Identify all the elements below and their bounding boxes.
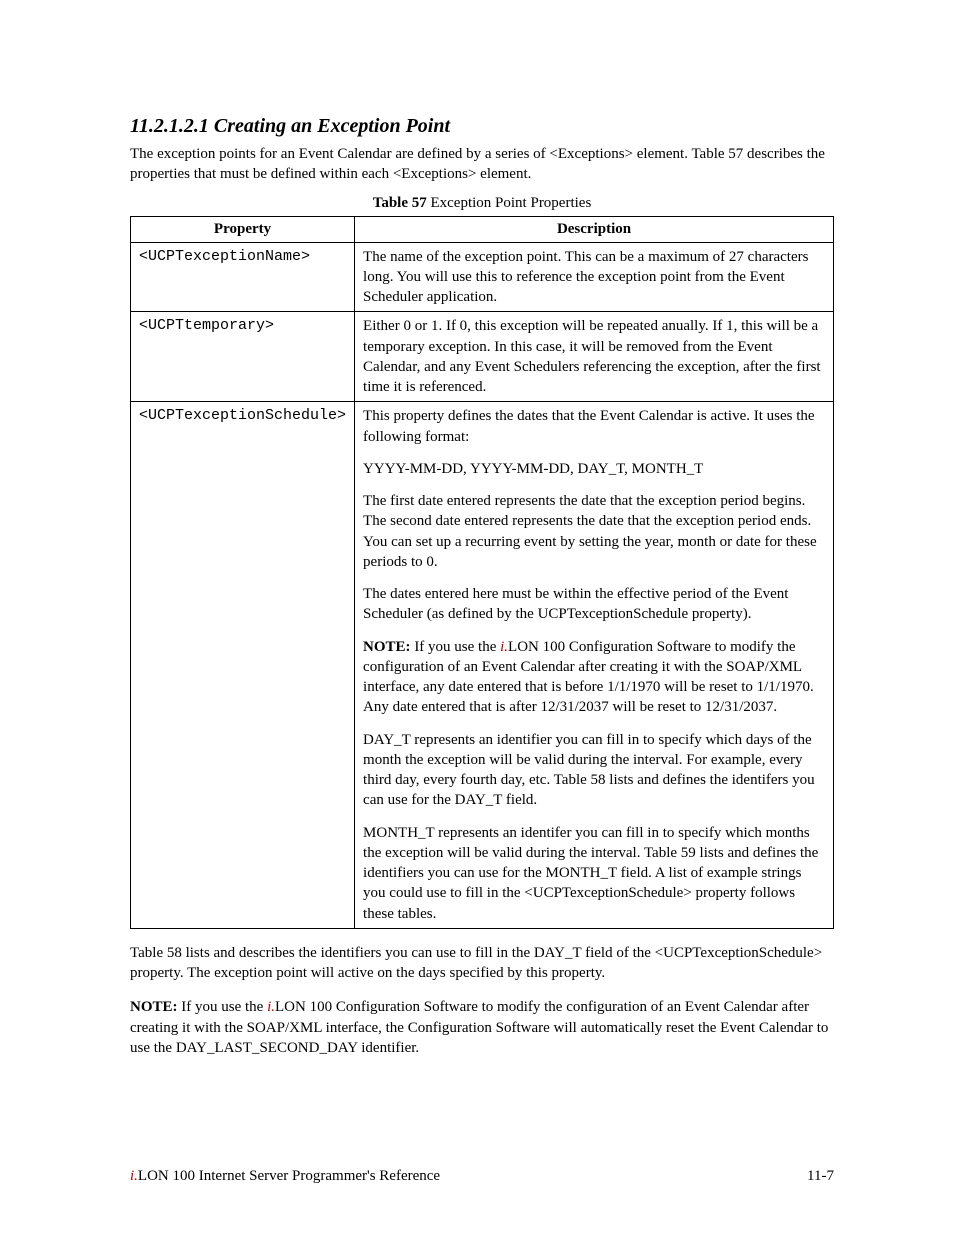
- property-cell: <UCPTexceptionSchedule>: [131, 402, 355, 929]
- note-pre: If you use the: [411, 639, 501, 655]
- page-container: 11.2.1.2.1 Creating an Exception Point T…: [0, 0, 954, 1235]
- intro-paragraph: The exception points for an Event Calend…: [130, 144, 834, 185]
- header-description: Description: [355, 216, 834, 242]
- page-number: 11-7: [807, 1168, 834, 1185]
- post-paragraph: Table 58 lists and describes the identif…: [130, 943, 834, 984]
- header-property: Property: [131, 216, 355, 242]
- caption-bold: Table 57: [373, 195, 427, 211]
- properties-table: Property Description <UCPTexceptionName>…: [130, 216, 834, 929]
- description-cell: The name of the exception point. This ca…: [355, 242, 834, 312]
- desc-paragraph: NOTE: If you use the i.LON 100 Configura…: [363, 637, 825, 718]
- table-row: <UCPTexceptionName> The name of the exce…: [131, 242, 834, 312]
- desc-paragraph: MONTH_T represents an identifer you can …: [363, 823, 825, 924]
- property-cell: <UCPTtemporary>: [131, 312, 355, 402]
- desc-paragraph: The first date entered represents the da…: [363, 491, 825, 572]
- desc-paragraph: DAY_T represents an identifier you can f…: [363, 730, 825, 811]
- caption-text: Exception Point Properties: [427, 195, 592, 211]
- note-pre: If you use the: [178, 999, 268, 1015]
- table-caption: Table 57 Exception Point Properties: [130, 195, 834, 212]
- post-paragraph: NOTE: If you use the i.LON 100 Configura…: [130, 997, 834, 1058]
- note-label: NOTE:: [363, 639, 411, 655]
- page-footer: i.LON 100 Internet Server Programmer's R…: [130, 1168, 834, 1185]
- description-cell: This property defines the dates that the…: [355, 402, 834, 929]
- note-label: NOTE:: [130, 999, 178, 1015]
- desc-paragraph: YYYY-MM-DD, YYYY-MM-DD, DAY_T, MONTH_T: [363, 459, 825, 479]
- property-cell: <UCPTexceptionName>: [131, 242, 355, 312]
- brand-i: i.: [500, 639, 508, 655]
- table-header-row: Property Description: [131, 216, 834, 242]
- table-row: <UCPTexceptionSchedule> This property de…: [131, 402, 834, 929]
- brand-i: i.: [267, 999, 275, 1015]
- footer-title: i.LON 100 Internet Server Programmer's R…: [130, 1168, 440, 1185]
- table-row: <UCPTtemporary> Either 0 or 1. If 0, thi…: [131, 312, 834, 402]
- brand-i: i.: [130, 1168, 138, 1184]
- footer-rest: LON 100 Internet Server Programmer's Ref…: [138, 1168, 440, 1184]
- description-cell: Either 0 or 1. If 0, this exception will…: [355, 312, 834, 402]
- desc-paragraph: This property defines the dates that the…: [363, 406, 825, 447]
- desc-paragraph: The dates entered here must be within th…: [363, 584, 825, 625]
- section-heading: 11.2.1.2.1 Creating an Exception Point: [130, 115, 834, 138]
